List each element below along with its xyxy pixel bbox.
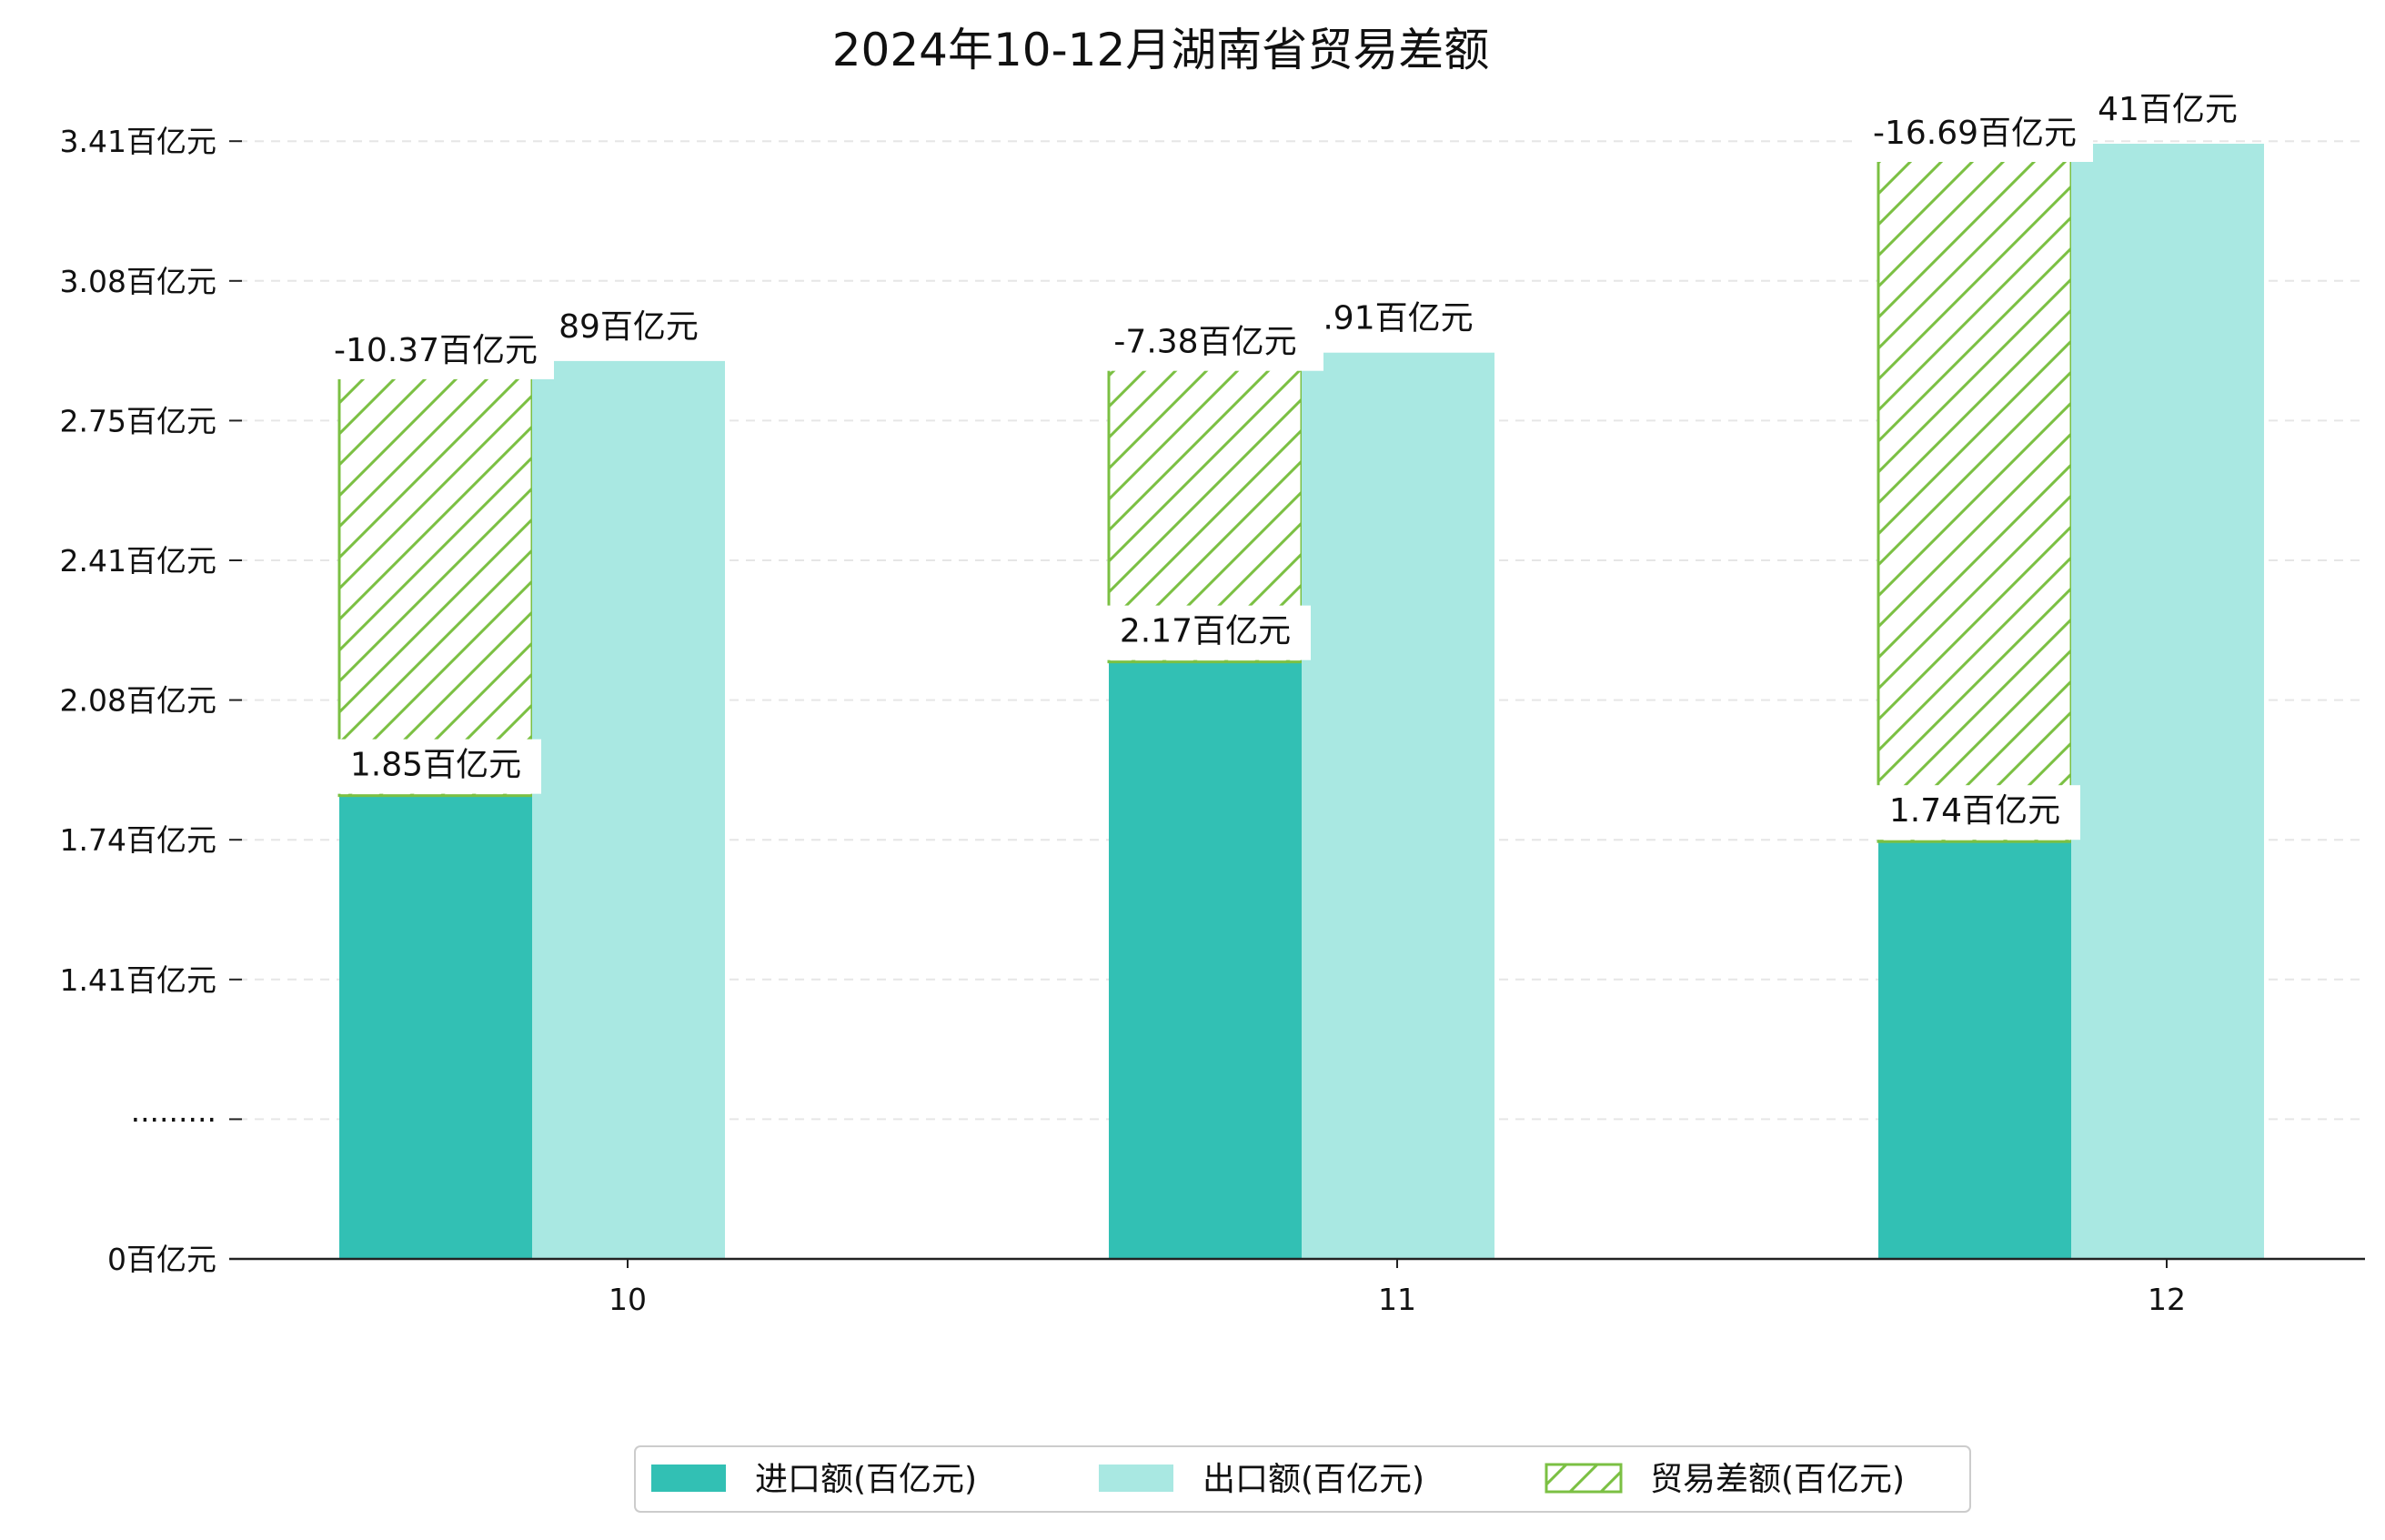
y-tick-label: 2.75百亿元	[60, 403, 216, 438]
legend-label: 进口额(百亿元)	[755, 1461, 977, 1498]
export-bar	[2071, 144, 2264, 1259]
legend: 进口额(百亿元) 出口额(百亿元) 贸易差额(百亿元)	[634, 1445, 1971, 1513]
y-tick-label: 3.08百亿元	[60, 264, 216, 299]
balance-bar	[337, 376, 534, 798]
y-tick-label: 3.41百亿元	[60, 124, 216, 159]
export-value-label: 41百亿元	[2098, 91, 2238, 128]
legend-label: 出口额(百亿元)	[1203, 1461, 1424, 1498]
balance-value-label-bg	[1857, 107, 2093, 162]
import-value-label-bg	[1100, 605, 1311, 660]
legend-swatch	[651, 1465, 726, 1492]
bars	[337, 144, 2264, 1259]
export-value-label-bg	[2081, 84, 2254, 138]
export-value-label-bg	[542, 300, 715, 356]
balance-value-label-bg	[317, 324, 554, 379]
import-bar	[1878, 841, 2071, 1259]
balance-value-label-bg	[1087, 316, 1323, 371]
legend-box	[634, 1445, 1971, 1513]
import-bar	[1109, 661, 1302, 1259]
legend-swatch	[1545, 1463, 1623, 1494]
y-tick-label: ·········	[131, 1102, 216, 1137]
import-value-label-bg	[1869, 785, 2080, 840]
y-tick-label: 1.74百亿元	[60, 822, 216, 858]
legend-label: 贸易差额(百亿元)	[1650, 1461, 1905, 1498]
y-tick-label: 0百亿元	[107, 1242, 216, 1277]
y-tick-label: 2.08百亿元	[60, 683, 216, 719]
y-tick-label: 1.41百亿元	[60, 962, 216, 998]
import-bar	[339, 795, 532, 1259]
export-value-label-bg	[1312, 292, 1484, 347]
export-bar	[1302, 352, 1494, 1259]
x-axis: 10 11 12	[229, 1257, 2365, 1317]
x-tick-label: 12	[2148, 1282, 2186, 1317]
x-tick-label: 10	[609, 1282, 647, 1317]
balance-bar	[1877, 158, 2073, 843]
export-bar	[532, 360, 725, 1259]
balance-value-label: -10.37百亿元	[334, 332, 538, 369]
import-value-label: 1.85百亿元	[350, 747, 521, 784]
chart-title: 2024年10-12月湖南省贸易差额	[832, 24, 1490, 76]
y-axis: 0百亿元 ········· 1.41百亿元 1.74百亿元 2.08百亿元 2.41百亿…	[60, 124, 242, 1277]
import-value-label-bg	[330, 739, 541, 794]
balance-value-label: -16.69百亿元	[1873, 115, 2077, 152]
import-value-label: 2.17百亿元	[1120, 613, 1291, 650]
x-tick-label: 11	[1378, 1282, 1416, 1317]
legend-swatch	[1099, 1465, 1173, 1492]
import-value-label: 1.74百亿元	[1889, 792, 2060, 830]
balance-value-label: -7.38百亿元	[1113, 324, 1296, 361]
export-value-label: 89百亿元	[559, 308, 699, 346]
export-value-label: .91百亿元	[1323, 300, 1473, 337]
y-tick-label: 2.41百亿元	[60, 543, 216, 579]
data-labels: 1.85百亿元 89百亿元 -10.37百亿元 2.17百亿元 .91百亿元 -7.38百…	[317, 84, 2254, 840]
